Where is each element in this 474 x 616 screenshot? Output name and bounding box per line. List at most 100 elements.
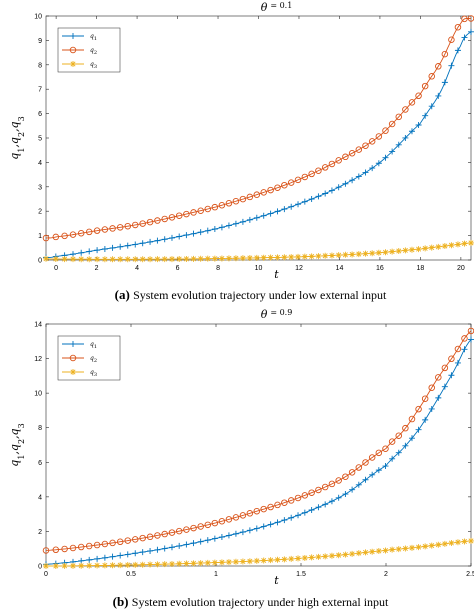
marker-q2 (375, 449, 383, 457)
legend-label-sub: 3 (94, 64, 97, 70)
marker-q2 (402, 424, 409, 432)
marker-q3 (78, 256, 85, 263)
marker-q3 (328, 252, 335, 259)
legend-label-q1: q1 (90, 33, 97, 42)
marker-q1 (147, 238, 154, 245)
marker-q1 (408, 435, 415, 442)
marker-q3 (232, 558, 239, 565)
marker-q1 (101, 554, 108, 561)
marker-q3 (183, 560, 190, 567)
chart-title: θ = 0.9 (261, 308, 293, 321)
marker-q3 (197, 560, 204, 567)
marker-q3 (94, 562, 101, 569)
marker-q2 (421, 395, 429, 402)
marker-q3 (274, 254, 281, 261)
legend-marker-q2 (69, 354, 77, 362)
marker-q1 (225, 532, 232, 539)
marker-q1 (124, 242, 131, 249)
marker-q1 (211, 535, 218, 542)
x-tick-label: 8 (216, 265, 220, 272)
marker-q1 (415, 121, 422, 128)
marker-q1 (218, 224, 225, 231)
marker-q3 (428, 244, 435, 251)
marker-q3 (402, 247, 409, 254)
y-axis-label: q1,q2,q3 (8, 116, 26, 159)
marker-q1 (301, 198, 308, 205)
marker-q2 (146, 218, 154, 226)
title-symbol: θ (261, 308, 268, 321)
marker-q1 (147, 547, 154, 554)
y-tick-label: 4 (38, 494, 42, 501)
legend-label-base: q (90, 355, 94, 362)
marker-q3 (422, 245, 429, 252)
marker-q2 (168, 529, 176, 536)
legend-marker-q3 (70, 369, 76, 375)
marker-q3 (355, 550, 362, 557)
marker-q1 (375, 160, 382, 167)
marker-q2 (168, 214, 176, 221)
marker-q1 (161, 545, 168, 552)
marker-q1 (335, 184, 342, 191)
marker-q1 (454, 47, 461, 54)
y-label-part: q (8, 153, 21, 160)
marker-q3 (239, 255, 246, 262)
marker-q3 (43, 255, 49, 262)
marker-q3 (448, 242, 455, 249)
marker-q3 (176, 560, 183, 567)
marker-q3 (260, 254, 267, 261)
x-axis-label: t (274, 574, 279, 587)
marker-q2 (435, 374, 442, 381)
marker-q2 (246, 510, 254, 517)
marker-q3 (288, 555, 295, 562)
marker-q2 (388, 438, 396, 445)
marker-q2 (61, 232, 68, 240)
marker-q2 (218, 202, 226, 209)
marker-q2 (260, 189, 267, 196)
series-q2 (42, 327, 474, 554)
marker-q3 (176, 256, 183, 263)
marker-q2 (301, 173, 309, 181)
marker-q3 (211, 255, 218, 262)
marker-q2 (382, 127, 389, 134)
marker-q3 (435, 541, 442, 548)
marker-q3 (124, 256, 131, 263)
marker-q2 (415, 405, 422, 413)
marker-q3 (389, 546, 396, 553)
marker-q1 (448, 372, 455, 379)
marker-q1 (139, 549, 146, 556)
marker-q2 (348, 150, 356, 157)
marker-q3 (253, 557, 260, 564)
marker-q1 (260, 212, 267, 219)
marker-q3 (362, 549, 369, 556)
marker-q3 (267, 254, 274, 261)
marker-q2 (93, 227, 101, 234)
marker-q2 (139, 220, 146, 227)
marker-q2 (308, 170, 315, 178)
marker-q1 (274, 208, 281, 215)
marker-q2 (131, 221, 139, 229)
marker-q3 (435, 243, 442, 250)
y-tick-label: 7 (38, 87, 42, 94)
marker-q3 (211, 559, 218, 566)
marker-q3 (78, 562, 85, 569)
marker-q1 (322, 190, 329, 197)
caption-label: (b) (113, 594, 132, 609)
marker-q3 (375, 249, 382, 256)
marker-q2 (461, 335, 468, 342)
y-tick-label: 0 (38, 564, 42, 571)
series-q3 (43, 537, 474, 569)
marker-q1 (190, 230, 197, 237)
x-tick-label: 2 (95, 265, 99, 272)
marker-q2 (42, 234, 50, 242)
marker-q3 (281, 254, 288, 261)
marker-q1 (204, 537, 211, 544)
marker-q3 (101, 562, 108, 569)
marker-q2 (260, 505, 267, 513)
marker-q1 (382, 154, 389, 161)
y-label-part: ,q (8, 428, 21, 439)
marker-q2 (77, 543, 85, 551)
marker-q1 (161, 236, 168, 243)
marker-q3 (295, 555, 302, 562)
marker-q2 (461, 15, 468, 23)
